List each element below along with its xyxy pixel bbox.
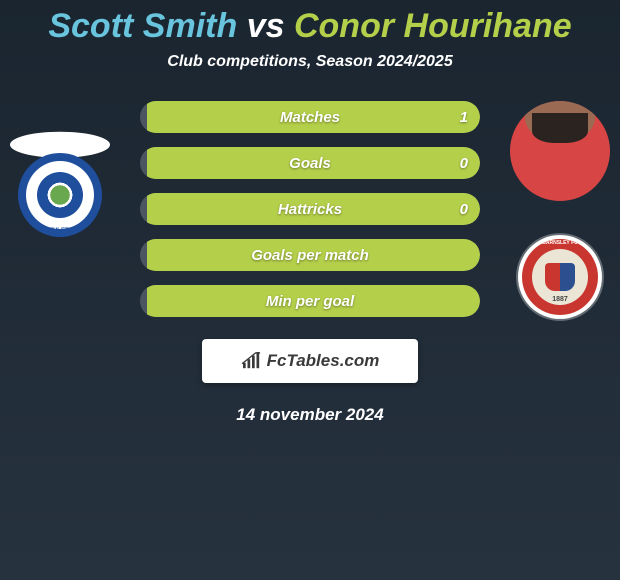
club-right-text-top: BARNSLEY FC	[522, 240, 598, 246]
watermark-text: FcTables.com	[267, 351, 380, 371]
stat-label: Goals per match	[140, 247, 480, 264]
stat-row: Min per goal	[140, 285, 480, 317]
club-left-text-bot: ATHLETIC	[18, 228, 102, 234]
stat-row: 1Matches	[140, 101, 480, 133]
player1-club-badge: WIGAN ATHLETIC	[18, 153, 102, 237]
vs-label: vs	[247, 7, 285, 45]
comparison-title: Scott Smith vs Conor Hourihane	[0, 8, 620, 45]
stat-row: 0Goals	[140, 147, 480, 179]
watermark: FcTables.com	[202, 339, 418, 383]
stat-row: Goals per match	[140, 239, 480, 271]
player2-club-badge: BARNSLEY FC 1887	[518, 235, 602, 319]
stat-row: 0Hattricks	[140, 193, 480, 225]
player2-name: Conor Hourihane	[294, 7, 572, 45]
content: WIGAN ATHLETIC BARNSLEY FC 1887 1Matches…	[0, 101, 620, 425]
stats-list: 1Matches 0Goals 0Hattricks Goals per match M…	[140, 101, 480, 317]
stat-label: Goals	[140, 155, 480, 172]
stat-label: Hattricks	[140, 201, 480, 218]
club-right-year: 1887	[552, 296, 568, 303]
player2-avatar	[510, 101, 610, 201]
stat-label: Matches	[140, 109, 480, 126]
header: Scott Smith vs Conor Hourihane Club comp…	[0, 0, 620, 71]
player1-name: Scott Smith	[48, 7, 237, 45]
club-left-text-top: WIGAN	[18, 156, 102, 162]
chart-icon	[241, 352, 263, 370]
stat-label: Min per goal	[140, 293, 480, 310]
subtitle: Club competitions, Season 2024/2025	[0, 53, 620, 71]
date-label: 14 november 2024	[0, 405, 620, 425]
